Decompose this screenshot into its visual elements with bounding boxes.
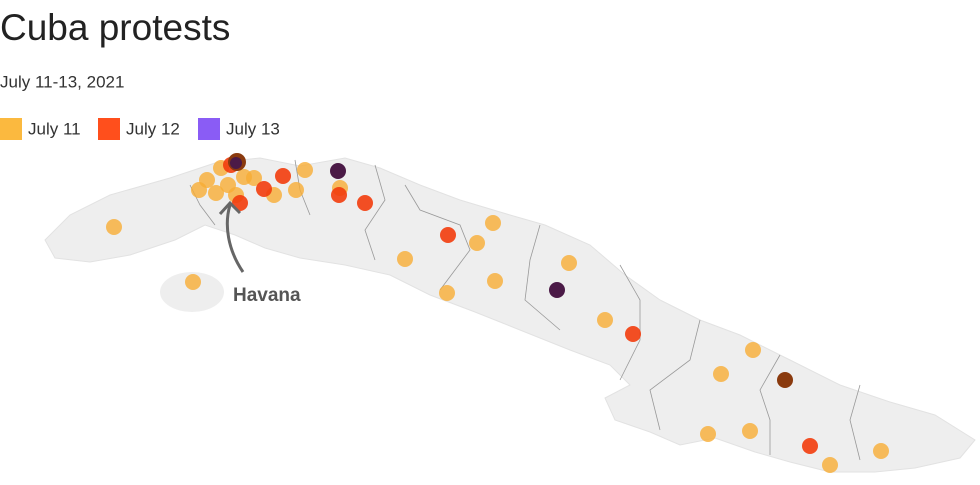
point: [597, 312, 613, 328]
point: [549, 282, 565, 298]
arrow: [225, 204, 245, 273]
point: [802, 438, 818, 454]
point: [440, 227, 456, 243]
point: [330, 163, 346, 179]
point: [185, 274, 201, 290]
legend-label: July 13: [226, 119, 280, 138]
point: [246, 170, 262, 186]
point: [208, 185, 224, 201]
legend: July 11 July 12 July 13: [0, 118, 280, 140]
point: [357, 195, 373, 211]
point: [199, 172, 215, 188]
point: [275, 168, 291, 184]
cuba-outline: [44, 157, 976, 473]
island: [44, 157, 976, 473]
isla-juventud: [160, 272, 224, 312]
point: [625, 326, 641, 342]
protest-points: [106, 153, 889, 473]
point: [487, 273, 503, 289]
point: [256, 181, 272, 197]
havana-annotation: Havana: [218, 200, 301, 306]
point: [469, 235, 485, 251]
legend-label: July 12: [126, 119, 180, 138]
point: [745, 342, 761, 358]
subtitle: July 11-13, 2021: [0, 72, 124, 91]
legend-swatch: [98, 118, 120, 140]
point: [439, 285, 455, 301]
point: [822, 457, 838, 473]
annotation: Havana: [233, 285, 301, 306]
point: [397, 251, 413, 267]
arrow-head: [218, 200, 242, 216]
point: [713, 366, 729, 382]
point: [700, 426, 716, 442]
point: [288, 182, 304, 198]
point: [297, 162, 313, 178]
point: [331, 187, 347, 203]
point: [106, 219, 122, 235]
title: Cuba protests: [0, 7, 230, 48]
point: [230, 157, 242, 169]
legend-label: July 11: [28, 119, 81, 138]
point: [777, 372, 793, 388]
point: [485, 215, 501, 231]
point: [561, 255, 577, 271]
point: [742, 423, 758, 439]
legend-swatch: [198, 118, 220, 140]
point: [873, 443, 889, 459]
legend-swatch: [0, 118, 22, 140]
province-borders: [189, 159, 861, 461]
